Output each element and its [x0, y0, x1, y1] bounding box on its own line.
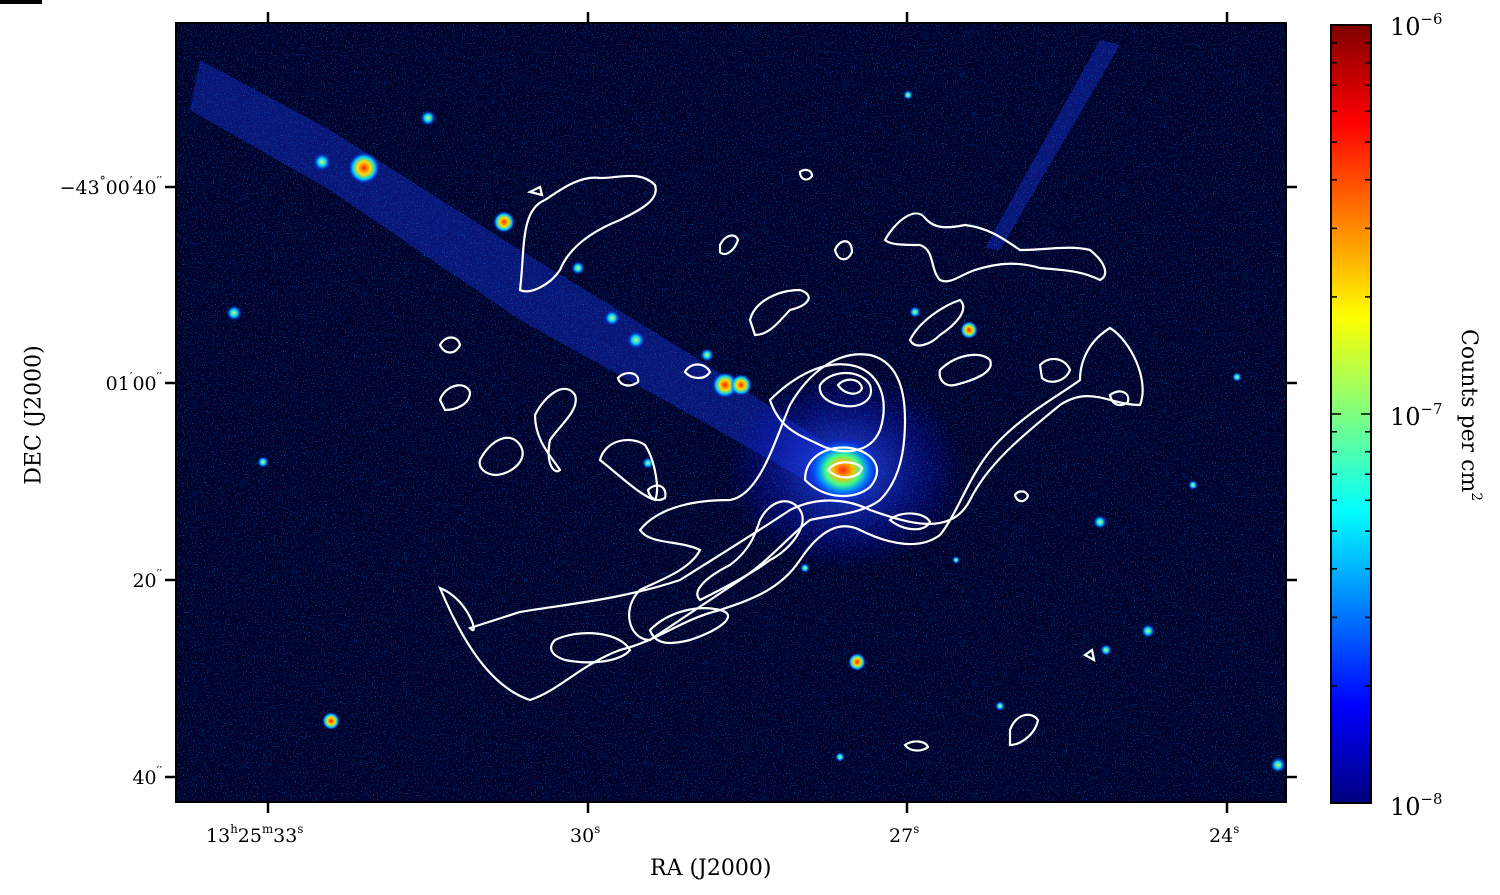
- point-source: [1100, 644, 1112, 656]
- diffuse-streak: [985, 40, 1120, 250]
- colorbar-ticks: [1331, 24, 1371, 804]
- contour-blob-l: [718, 234, 740, 256]
- contour-arm: [696, 500, 804, 602]
- contour-blob-m: [833, 240, 854, 261]
- point-source: [700, 348, 714, 362]
- colorbar-label-top: 10−6: [1390, 10, 1443, 42]
- y-tick-label-1: −43°00′40′′: [59, 174, 162, 199]
- contour-blob-h: [438, 384, 472, 412]
- plot-frame: [175, 22, 1287, 803]
- x-tick-label-2: 30s: [570, 822, 601, 847]
- point-source: [604, 310, 620, 326]
- point-source: [1093, 515, 1107, 529]
- contour-blob-n: [616, 372, 640, 387]
- contour-blob-e: [938, 353, 992, 387]
- x-tick-label-1: 13h25m33s: [206, 822, 304, 847]
- contour-blob-c: [748, 288, 810, 337]
- contour-blob-q: [1013, 490, 1030, 503]
- contour-blob-k: [903, 740, 930, 752]
- contour-blob-r: [798, 168, 814, 181]
- point-source: [313, 153, 331, 171]
- contour-blob-b: [533, 387, 577, 473]
- contour-blob-p: [646, 484, 667, 501]
- point-source: [1232, 372, 1242, 382]
- point-source: [995, 701, 1005, 711]
- y-tick-label-4: 40′′: [132, 764, 162, 789]
- x-tick-label-3: 27s: [889, 822, 920, 847]
- point-source: [952, 556, 960, 564]
- contour-blob-a: [598, 438, 659, 502]
- colorbar-label-bottom: 10−8: [1390, 790, 1443, 822]
- point-source: [627, 331, 645, 349]
- contour-lower-2: [550, 632, 632, 664]
- contour-inner-1: [818, 371, 873, 408]
- point-source: [322, 712, 340, 730]
- contour-upper-right: [883, 212, 1107, 283]
- point-source: [903, 90, 913, 100]
- contour-core-1: [803, 446, 879, 498]
- contour-blob-o: [438, 336, 462, 354]
- galaxy-core: [805, 437, 881, 503]
- y-tick-label-2: 01′00′′: [105, 370, 162, 395]
- contour-blob-d: [908, 298, 965, 347]
- point-source: [835, 752, 845, 762]
- corner-mark: [0, 0, 42, 4]
- point-source: [909, 306, 921, 318]
- point-source: [420, 110, 436, 126]
- point-source: [848, 653, 866, 671]
- image-area: [176, 23, 1286, 802]
- contour-blob-j: [1008, 713, 1040, 747]
- point-source: [712, 372, 738, 398]
- point-source: [226, 305, 242, 321]
- contour-mid-left: [478, 436, 524, 477]
- y-axis-title: DEC (J2000): [21, 345, 47, 485]
- contours: [437, 168, 1144, 752]
- contour-blob-f: [1038, 357, 1072, 383]
- contour-inner-2: [836, 378, 864, 395]
- contour-core-2: [826, 461, 864, 479]
- x-tick-label-4: 24s: [1209, 822, 1240, 847]
- contour-blob-s: [1108, 390, 1130, 407]
- contour-blob-i: [683, 363, 712, 380]
- point-source: [493, 211, 515, 233]
- point-source: [571, 261, 585, 275]
- point-source: [1141, 624, 1155, 638]
- contour-lower-1: [648, 607, 729, 645]
- contour-mid-1: [628, 353, 907, 642]
- contour-blob-u: [526, 185, 544, 197]
- axis-ticks: [165, 12, 1297, 813]
- contour-blob-t: [1082, 648, 1096, 663]
- x-axis-title: RA (J2000): [650, 856, 772, 881]
- point-source: [730, 374, 752, 396]
- point-source: [1270, 757, 1286, 773]
- point-source: [800, 563, 810, 573]
- colorbar-title: Counts per cm2: [1455, 328, 1485, 502]
- contour-blob-g: [888, 512, 932, 531]
- y-tick-label-3: 20′′: [132, 567, 162, 592]
- contour-mid-2: [768, 363, 885, 453]
- contour-upper-left: [518, 174, 657, 293]
- point-source: [1188, 480, 1198, 490]
- point-source: [257, 456, 269, 468]
- colorbar-label-mid: 10−7: [1390, 400, 1443, 432]
- contour-outer: [437, 326, 1144, 702]
- point-sources: [226, 90, 1286, 773]
- point-source: [348, 152, 380, 184]
- point-source: [960, 321, 978, 339]
